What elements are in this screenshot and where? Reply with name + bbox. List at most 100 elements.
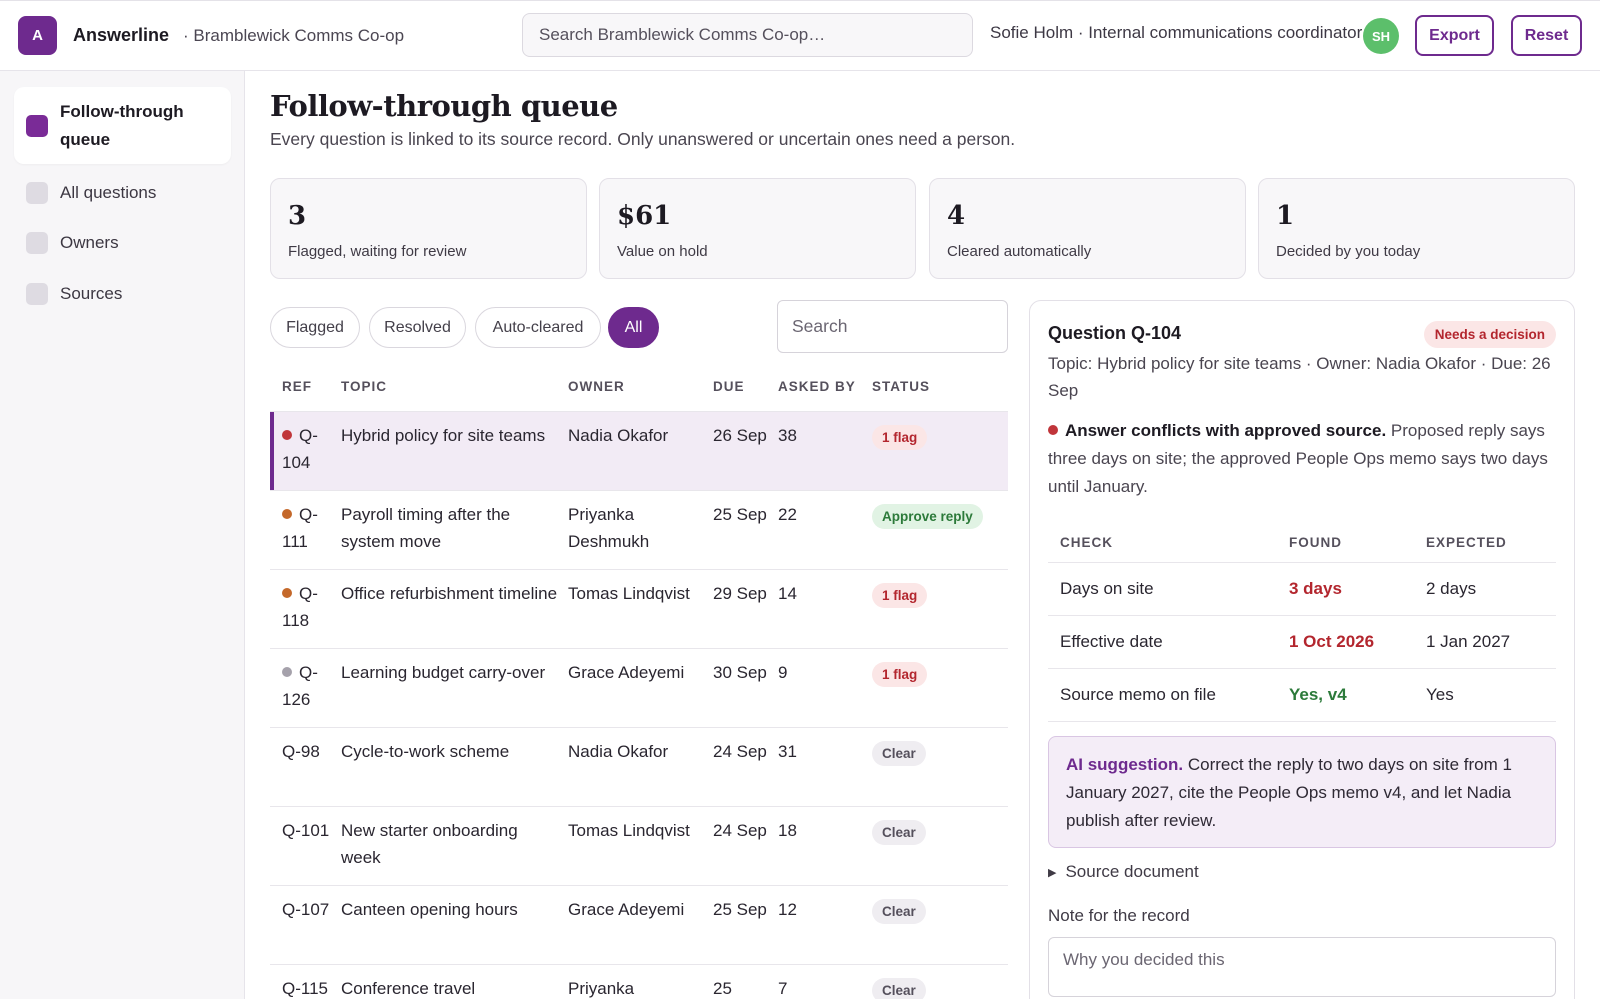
table-row[interactable]: Q-126 Learning budget carry-over Grace Ade… [270, 648, 1008, 727]
stat-label: Value on hold [617, 243, 708, 260]
cell-owner: Grace Adeyemi [568, 900, 685, 919]
column-header-status[interactable]: STATUS [872, 378, 930, 394]
table-header: REF TOPIC OWNER DUE ASKED BY STATUS [270, 361, 1008, 411]
status-badge: Clear [872, 899, 926, 924]
filter-chip-auto-cleared[interactable]: Auto-cleared [475, 307, 601, 348]
global-search-input[interactable]: Search Bramblewick Comms Co-op… [522, 13, 973, 57]
check-name: Source memo on file [1060, 685, 1216, 704]
stat-label: Flagged, waiting for review [288, 243, 467, 260]
cell-due: 26 Sep [713, 426, 767, 445]
table-row[interactable]: Q-104 Hybrid policy for site teams Nadia O… [270, 411, 1008, 490]
cell-status: Clear [872, 965, 1008, 999]
table-row[interactable]: Q-115 Conference travel Priyanka 25 7 Clear [270, 964, 1008, 999]
stat-card-decided: 1 Decided by you today [1258, 178, 1575, 279]
priority-dot-icon [282, 430, 292, 440]
status-badge: Needs a decision [1423, 321, 1556, 348]
check-row: Days on site 3 days 2 days [1048, 563, 1556, 616]
cell-due: 30 Sep [713, 663, 767, 682]
sidebar: Follow-through queue All questions Owner… [0, 71, 245, 999]
table-row[interactable]: Q-111 Payroll timing after the system mov… [270, 490, 1008, 569]
sidebar-item-follow-through-queue[interactable]: Follow-through queue [14, 87, 231, 164]
question-detail-panel: Question Q-104 Needs a decision Topic: H… [1029, 300, 1575, 999]
column-header-asked-by[interactable]: ASKED BY [778, 378, 856, 394]
question-meta: Topic: Hybrid policy for site teams · Ow… [1048, 354, 1551, 400]
status-badge: 1 flag [872, 662, 928, 687]
table-row[interactable]: Q-118 Office refurbishment timeline Tomas … [270, 569, 1008, 648]
cell-owner: Priyanka Deshmukh [568, 505, 650, 551]
table-body: Q-104 Hybrid policy for site teams Nadia O… [270, 411, 1008, 999]
column-header-expected: EXPECTED [1426, 535, 1507, 550]
sources-icon [26, 283, 48, 305]
avatar[interactable]: SH [1363, 18, 1399, 54]
stat-card-value-on-hold: $61 Value on hold [599, 178, 916, 279]
owners-icon [26, 232, 48, 254]
cell-owner: Grace Adeyemi [568, 663, 685, 682]
check-row: Effective date 1 Oct 2026 1 Jan 2027 [1048, 616, 1556, 669]
table-row[interactable]: Q-98 Cycle-to-work scheme Nadia Okafor 24 S… [270, 727, 1008, 806]
cell-ref: Q-101 [270, 807, 341, 885]
stat-label: Decided by you today [1276, 243, 1421, 260]
column-header-ref[interactable]: REF [282, 378, 312, 394]
column-header-check: CHECK [1060, 535, 1114, 550]
cell-ref: Q-104 [270, 412, 341, 490]
table-row[interactable]: Q-101 New starter onboarding week Tomas Li… [270, 806, 1008, 885]
cell-topic: Cycle-to-work scheme [341, 742, 510, 761]
column-header-topic[interactable]: TOPIC [341, 378, 388, 394]
cell-ref: Q-98 [270, 728, 341, 806]
ref-text: Q-126 [282, 663, 318, 709]
check-table-header: CHECK FOUND EXPECTED [1048, 523, 1556, 563]
ai-suggestion-label: AI suggestion. [1066, 755, 1184, 774]
cell-ref: Q-111 [270, 491, 341, 569]
cell-ref: Q-118 [270, 570, 341, 648]
cell-owner: Nadia Okafor [568, 742, 669, 761]
source-document-label: Source document [1065, 862, 1199, 881]
note-input[interactable]: Why you decided this [1048, 937, 1556, 997]
stat-value: 3 [288, 201, 307, 231]
cell-asked-by: 31 [778, 742, 797, 761]
cell-due: 24 Sep [713, 821, 767, 840]
check-found: 1 Oct 2026 [1289, 632, 1375, 651]
cell-asked-by: 9 [778, 663, 788, 682]
cell-due: 29 Sep [713, 584, 767, 603]
cell-topic: Conference travel [341, 979, 476, 998]
questions-icon [26, 182, 48, 204]
stat-value: 4 [947, 201, 966, 231]
cell-status: Approve reply [872, 491, 1008, 569]
app-logo[interactable]: A [18, 16, 57, 55]
main-content: Follow-through queue Every question is l… [246, 71, 1600, 999]
cell-ref: Q-115 [270, 965, 341, 999]
cell-topic: Learning budget carry-over [341, 663, 546, 682]
source-document-toggle[interactable]: ▶ Source document [1048, 862, 1199, 882]
column-header-due[interactable]: DUE [713, 378, 745, 394]
sidebar-item-all-questions[interactable]: All questions [14, 173, 231, 213]
status-badge: 1 flag [872, 425, 928, 450]
sidebar-item-owners[interactable]: Owners [14, 223, 231, 263]
app-name: Answerline [73, 25, 170, 45]
reset-button[interactable]: Reset [1511, 15, 1582, 56]
stat-card-cleared: 4 Cleared automatically [929, 178, 1246, 279]
queue-search-input[interactable]: Search [777, 300, 1008, 353]
triangle-right-icon: ▶ [1048, 866, 1057, 879]
cell-due: 25 Sep [713, 505, 767, 524]
check-expected: Yes [1426, 685, 1454, 704]
cell-status: 1 flag [872, 649, 1008, 727]
column-header-owner[interactable]: OWNER [568, 378, 625, 394]
sidebar-item-sources[interactable]: Sources [14, 274, 231, 314]
status-badge: Approve reply [872, 504, 983, 529]
ref-text: Q-107 [282, 900, 330, 919]
queue-table: REF TOPIC OWNER DUE ASKED BY STATUS Q-10… [270, 361, 1008, 999]
cell-owner: Tomas Lindqvist [568, 584, 690, 603]
export-button[interactable]: Export [1415, 15, 1494, 56]
cell-asked-by: 22 [778, 505, 797, 524]
queue-icon [26, 114, 48, 137]
filter-chip-flagged[interactable]: Flagged [270, 307, 360, 348]
check-row: Source memo on file Yes, v4 Yes [1048, 669, 1556, 722]
filter-chip-all[interactable]: All [608, 307, 659, 348]
question-title: Question Q-104 [1048, 323, 1182, 343]
filter-chip-resolved[interactable]: Resolved [369, 307, 466, 348]
alert-dot-icon [1048, 425, 1058, 435]
ref-text: Q-104 [282, 426, 318, 472]
table-row[interactable]: Q-107 Canteen opening hours Grace Adeyemi 2… [270, 885, 1008, 964]
stat-value: $61 [617, 201, 672, 231]
